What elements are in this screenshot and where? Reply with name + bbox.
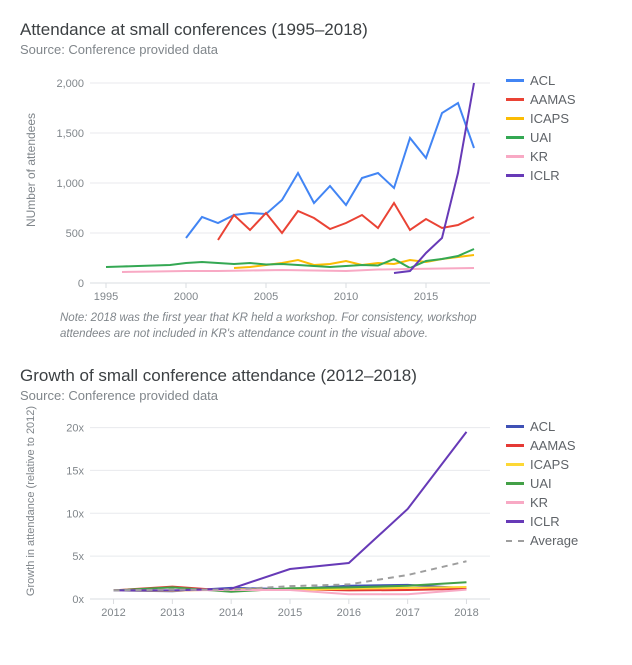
legend-swatch [506, 501, 524, 504]
chart2-legend: ACL AAMAS ICAPS UAI KR ICLR Average [496, 411, 578, 552]
chart2-title: Growth of small conference attendance (2… [20, 366, 612, 386]
legend-label: ICLR [530, 514, 560, 529]
svg-text:2015: 2015 [278, 607, 302, 619]
legend-label: ACL [530, 73, 555, 88]
svg-text:2016: 2016 [337, 607, 361, 619]
chart2-ylabel: Growth in attendance (relative to 2012) [25, 406, 37, 596]
legend-swatch [506, 520, 524, 523]
svg-text:2018: 2018 [454, 607, 478, 619]
legend-item: UAI [506, 476, 578, 491]
svg-text:1,500: 1,500 [56, 128, 84, 140]
chart2-source: Source: Conference provided data [20, 388, 612, 403]
legend-label: UAI [530, 130, 552, 145]
legend-item: ICLR [506, 168, 576, 183]
legend-swatch [506, 98, 524, 101]
legend-label: ICLR [530, 168, 560, 183]
svg-text:2010: 2010 [334, 291, 358, 303]
legend-label: AAMAS [530, 92, 576, 107]
chart1-plot: 0 500 1,000 1,500 2,000 1995 2000 2005 2010 2015 [42, 65, 496, 305]
legend-item: ACL [506, 419, 578, 434]
svg-text:500: 500 [66, 228, 84, 240]
legend-label: ACL [530, 419, 555, 434]
svg-text:5x: 5x [72, 551, 84, 563]
legend-swatch [506, 444, 524, 447]
legend-swatch [506, 482, 524, 485]
legend-swatch [506, 117, 524, 120]
legend-swatch [506, 79, 524, 82]
svg-text:1995: 1995 [94, 291, 118, 303]
legend-item: KR [506, 149, 576, 164]
svg-text:2005: 2005 [254, 291, 278, 303]
legend-label: AAMAS [530, 438, 576, 453]
legend-swatch [506, 174, 524, 177]
legend-swatch [506, 463, 524, 466]
chart2-plot: 0x 5x 10x 15x 20x 2012 2013 2014 2015 2016 2017 201… [42, 411, 496, 621]
chart1-legend: ACL AAMAS ICAPS UAI KR ICLR [496, 65, 576, 187]
svg-text:0x: 0x [72, 594, 84, 606]
legend-item: ICAPS [506, 111, 576, 126]
chart1-note: Note: 2018 was the first year that KR he… [60, 311, 520, 342]
legend-label: Average [530, 533, 578, 548]
svg-text:15x: 15x [66, 465, 84, 477]
legend-item: AAMAS [506, 92, 576, 107]
legend-label: ICAPS [530, 457, 569, 472]
svg-text:2015: 2015 [414, 291, 438, 303]
svg-text:20x: 20x [66, 423, 84, 435]
svg-text:2014: 2014 [219, 607, 243, 619]
svg-text:2,000: 2,000 [56, 78, 84, 90]
chart1-ylabel: NUmber of attendees [24, 113, 38, 227]
svg-text:2012: 2012 [101, 607, 125, 619]
legend-item: ACL [506, 73, 576, 88]
svg-text:2013: 2013 [160, 607, 184, 619]
svg-text:2000: 2000 [174, 291, 198, 303]
chart-attendance: Attendance at small conferences (1995–20… [20, 20, 612, 342]
legend-item: ICAPS [506, 457, 578, 472]
legend-label: UAI [530, 476, 552, 491]
chart-growth: Growth of small conference attendance (2… [20, 366, 612, 621]
svg-text:0: 0 [78, 278, 84, 290]
legend-swatch [506, 155, 524, 158]
legend-label: KR [530, 495, 548, 510]
svg-text:10x: 10x [66, 508, 84, 520]
svg-text:2017: 2017 [395, 607, 419, 619]
legend-item: KR [506, 495, 578, 510]
chart1-source: Source: Conference provided data [20, 42, 612, 57]
legend-item: ICLR [506, 514, 578, 529]
legend-swatch [506, 540, 524, 542]
chart1-title: Attendance at small conferences (1995–20… [20, 20, 612, 40]
legend-label: ICAPS [530, 111, 569, 126]
legend-item: UAI [506, 130, 576, 145]
legend-item: Average [506, 533, 578, 548]
svg-text:1,000: 1,000 [56, 178, 84, 190]
legend-item: AAMAS [506, 438, 578, 453]
legend-swatch [506, 136, 524, 139]
legend-swatch [506, 425, 524, 428]
legend-label: KR [530, 149, 548, 164]
